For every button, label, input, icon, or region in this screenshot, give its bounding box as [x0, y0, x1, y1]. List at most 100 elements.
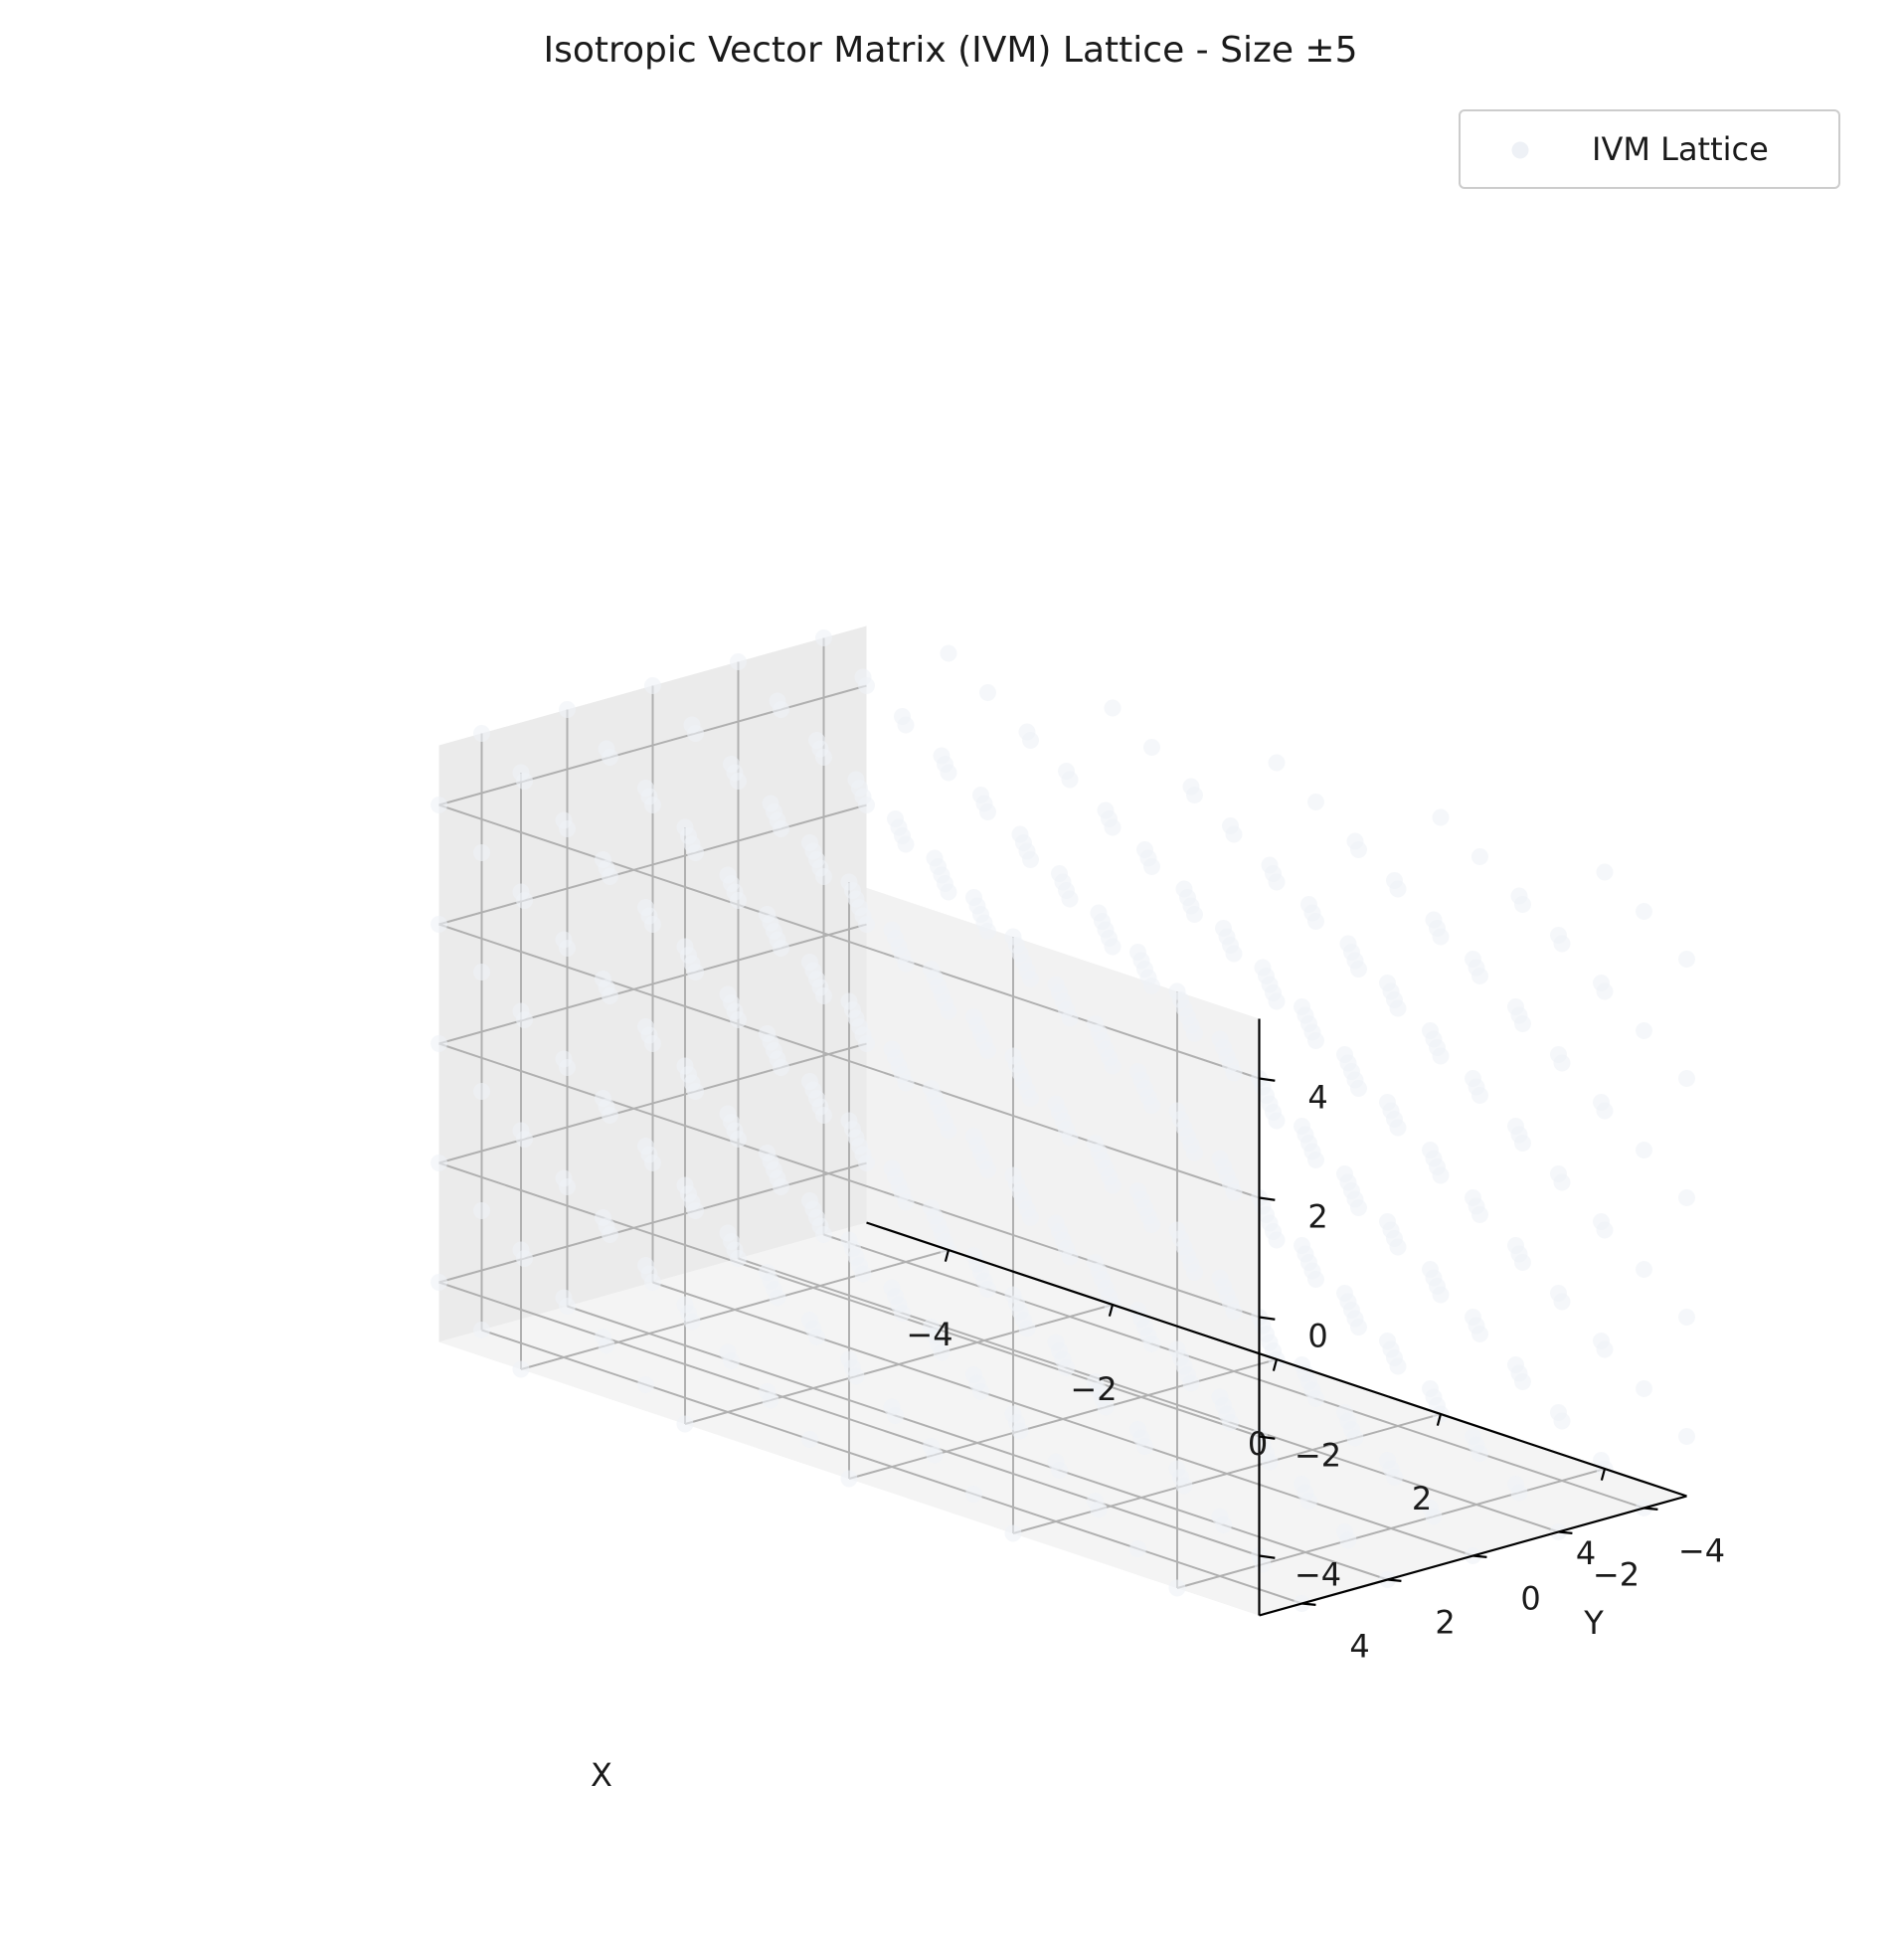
data-point	[858, 797, 875, 813]
data-point	[1143, 858, 1160, 875]
grid-line-y-floor	[652, 1281, 1473, 1557]
chart-title: Isotropic Vector Matrix (IVM) Lattice - …	[544, 30, 1358, 71]
data-point	[1268, 754, 1286, 772]
data-point	[687, 964, 704, 980]
data-point	[773, 820, 789, 837]
data-point	[473, 725, 490, 742]
y-tick-mark	[1643, 1507, 1658, 1511]
data-point	[1510, 1484, 1528, 1502]
data-point	[1022, 971, 1039, 987]
y-tick-mark	[1472, 1554, 1487, 1558]
data-point	[1514, 1373, 1531, 1390]
data-point	[815, 987, 832, 1004]
data-point	[808, 1329, 825, 1345]
data-point	[1186, 906, 1203, 923]
data-point	[1186, 1145, 1203, 1161]
data-point	[1596, 1102, 1614, 1120]
x-tick-mark	[1272, 1358, 1279, 1371]
data-point	[602, 1226, 618, 1243]
z-tick-label: −4	[1295, 1556, 1341, 1594]
data-point	[972, 1383, 989, 1400]
data-point	[602, 868, 618, 885]
z-tick-label: −2	[1295, 1437, 1341, 1475]
data-point	[1225, 1303, 1243, 1321]
data-point	[815, 868, 832, 885]
x-tick-mark	[1600, 1468, 1607, 1481]
data-point	[1307, 1390, 1324, 1407]
z-tick-label: 0	[1307, 1318, 1327, 1355]
z-tick-label: 4	[1307, 1079, 1327, 1117]
z-tick-mark	[1259, 1435, 1276, 1440]
data-point	[431, 1035, 447, 1052]
data-point	[1471, 968, 1488, 984]
data-point	[516, 773, 533, 790]
x-tick-label: 4	[1576, 1534, 1596, 1572]
data-point	[1389, 1357, 1407, 1375]
data-point	[1307, 1032, 1324, 1049]
legend-marker	[1511, 141, 1529, 159]
data-point	[644, 916, 661, 933]
data-point	[1168, 1579, 1186, 1597]
data-point	[1175, 1477, 1193, 1495]
x-tick-mark	[1436, 1413, 1443, 1426]
data-point	[1307, 913, 1324, 930]
data-point	[897, 955, 915, 973]
data-point	[847, 1367, 865, 1385]
data-point	[773, 1059, 789, 1076]
x-tick-label: 0	[1248, 1425, 1268, 1463]
data-point	[940, 1122, 957, 1140]
data-point	[1104, 1057, 1122, 1075]
data-point	[559, 1298, 576, 1315]
data-point	[979, 1042, 996, 1059]
x-tick-label: 2	[1412, 1480, 1432, 1517]
z-tick-mark	[1259, 1077, 1276, 1082]
data-point	[687, 1202, 704, 1219]
data-point	[840, 1470, 858, 1488]
data-point	[1346, 1429, 1364, 1447]
data-point	[815, 749, 832, 766]
data-point	[1350, 1319, 1367, 1336]
data-point	[897, 835, 915, 853]
data-point	[1389, 999, 1407, 1017]
data-point	[559, 1178, 576, 1195]
data-point	[773, 1178, 789, 1195]
grid-line-z-side	[438, 923, 867, 1045]
data-point	[1215, 1516, 1232, 1533]
data-point	[940, 764, 957, 782]
data-point	[1596, 863, 1614, 881]
data-point	[887, 1407, 904, 1424]
data-point	[1307, 1152, 1324, 1168]
data-point	[676, 1415, 694, 1433]
data-point	[559, 701, 576, 718]
grid-line-y-floor	[823, 1233, 1644, 1510]
data-point	[979, 684, 996, 701]
data-point	[1553, 935, 1571, 953]
data-point	[473, 844, 490, 861]
data-point	[687, 844, 704, 861]
data-point	[1514, 896, 1531, 913]
data-point	[1350, 961, 1367, 978]
z-tick-label: 2	[1307, 1198, 1327, 1236]
data-point	[1022, 1209, 1039, 1226]
data-point	[1268, 873, 1286, 891]
data-point	[1222, 1414, 1239, 1431]
data-point	[1307, 794, 1324, 810]
data-point	[687, 725, 704, 742]
data-point	[516, 1011, 533, 1028]
data-point	[858, 1035, 875, 1052]
data-point	[769, 1289, 786, 1307]
data-point	[1061, 890, 1079, 908]
x-axis-label: X	[591, 1756, 612, 1794]
data-point	[1090, 1501, 1108, 1518]
data-point	[1636, 1380, 1652, 1397]
data-point	[1104, 938, 1122, 956]
data-point	[1022, 851, 1039, 868]
data-point	[602, 987, 618, 1004]
data-point	[644, 797, 661, 813]
data-point	[1104, 818, 1122, 836]
data-point	[1225, 825, 1243, 843]
y-axis-label: Y	[1583, 1604, 1604, 1642]
data-point	[1307, 1271, 1324, 1288]
data-point	[1268, 992, 1286, 1010]
data-point	[1051, 1462, 1068, 1479]
